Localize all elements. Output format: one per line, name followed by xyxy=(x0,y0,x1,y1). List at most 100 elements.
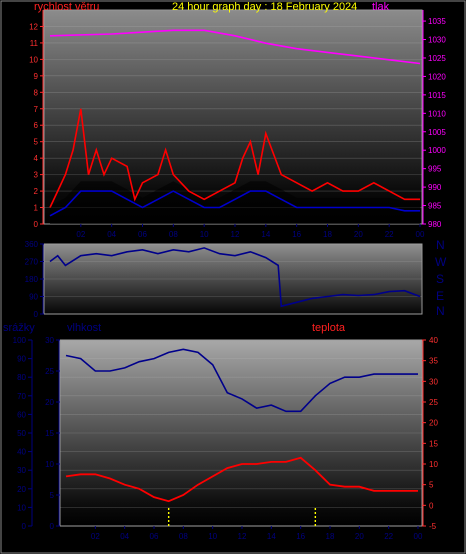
humidity-tick-label: 30 xyxy=(45,336,54,345)
humidity-tick-label: 0 xyxy=(50,522,55,531)
humidity-tick-label: 5 xyxy=(50,491,55,500)
chart-title: 24 hour graph day : 18 February 2024 xyxy=(172,1,358,13)
wind-x-tick-label: 02 xyxy=(76,230,85,239)
wind-tick-label: 11 xyxy=(30,39,39,48)
temperature-tick-label: 30 xyxy=(429,377,438,386)
bottom-x-tick-label: 12 xyxy=(238,532,247,541)
rain-tick-label: 20 xyxy=(17,485,26,494)
pressure-tick-label: 1020 xyxy=(428,72,446,81)
rain-tick-label: 0 xyxy=(22,522,27,531)
temperature-tick-label: -5 xyxy=(429,522,437,531)
rain-tick-label: 100 xyxy=(13,336,27,345)
bottom-x-tick-label: 06 xyxy=(150,532,159,541)
bottom-x-tick-label: 08 xyxy=(179,532,188,541)
wind-x-tick-label: 14 xyxy=(261,230,270,239)
wind-tick-label: 0 xyxy=(34,220,39,229)
pressure-tick-label: 1030 xyxy=(428,36,446,45)
bottom-x-tick-label: 02 xyxy=(91,532,100,541)
wind-tick-label: 10 xyxy=(29,55,38,64)
temperature-label: teplota xyxy=(312,322,346,334)
temperature-tick-label: 10 xyxy=(429,460,438,469)
rain-label: srážky xyxy=(3,322,35,334)
humidity-line xyxy=(65,348,418,413)
wind-x-tick-label: 04 xyxy=(107,230,116,239)
wind-x-tick-label: 18 xyxy=(323,230,332,239)
wind-avg-line xyxy=(49,190,420,217)
bottom-x-tick-label: 22 xyxy=(384,532,393,541)
humidity-tick-label: 25 xyxy=(45,367,54,376)
pressure-tick-label: 985 xyxy=(428,202,442,211)
wind-x-tick-label: 16 xyxy=(292,230,301,239)
compass-n-top: N xyxy=(436,238,445,252)
temperature-tick-label: 20 xyxy=(429,419,438,428)
wind-direction-line xyxy=(49,247,421,308)
direction-tick-label: 90 xyxy=(29,293,38,302)
bottom-x-tick-label: 10 xyxy=(208,532,217,541)
compass-n-bottom: N xyxy=(436,304,445,318)
temperature-tick-label: 35 xyxy=(429,357,438,366)
pressure-label: tlak xyxy=(372,1,390,13)
wind-tick-label: 12 xyxy=(29,22,38,31)
wind-tick-label: 3 xyxy=(34,171,39,180)
pressure-tick-label: 1015 xyxy=(428,91,446,100)
temperature-tick-label: 5 xyxy=(429,481,434,490)
wind-tick-label: 9 xyxy=(34,72,39,81)
humidity-plot-area xyxy=(59,339,423,527)
wind-tick-label: 8 xyxy=(34,88,39,97)
wind-avg-area xyxy=(50,181,420,224)
direction-tick-label: 180 xyxy=(25,275,39,284)
wind-x-tick-label: 12 xyxy=(231,230,240,239)
pressure-tick-label: 1005 xyxy=(428,128,446,137)
temperature-line xyxy=(65,456,418,503)
compass-e: E xyxy=(436,289,445,303)
rain-tick-label: 30 xyxy=(17,466,26,475)
wind-tick-label: 7 xyxy=(34,105,39,114)
humidity-tick-label: 20 xyxy=(45,398,54,407)
direction-tick-label: 0 xyxy=(34,310,39,319)
rain-tick-label: 70 xyxy=(17,392,26,401)
temperature-tick-label: 40 xyxy=(429,336,438,345)
wind-x-tick-label: 10 xyxy=(200,230,209,239)
humidity-label: vlhkost xyxy=(67,322,102,334)
rain-tick-label: 10 xyxy=(17,503,26,512)
bottom-x-tick-label: 00 xyxy=(414,532,423,541)
pressure-tick-label: 1000 xyxy=(428,146,446,155)
pressure-tick-label: 990 xyxy=(428,183,442,192)
pressure-tick-label: 980 xyxy=(428,220,442,229)
pressure-tick-label: 1025 xyxy=(428,54,446,63)
humidity-tick-label: 10 xyxy=(45,460,54,469)
wind-tick-label: 4 xyxy=(34,154,39,163)
wind-x-tick-label: 08 xyxy=(169,230,178,239)
wind-x-tick-label: 20 xyxy=(354,230,363,239)
pressure-tick-label: 1010 xyxy=(428,109,446,118)
wind-gust-line xyxy=(49,108,420,208)
pressure-tick-label: 1035 xyxy=(428,17,446,26)
wind-speed-label: rychlost větru xyxy=(34,1,100,13)
bottom-x-tick-label: 18 xyxy=(326,532,335,541)
rain-tick-label: 60 xyxy=(17,410,26,419)
bottom-x-tick-label: 16 xyxy=(296,532,305,541)
humidity-tick-label: 15 xyxy=(45,429,54,438)
wind-x-tick-label: 06 xyxy=(138,230,147,239)
compass-w: W xyxy=(435,255,447,269)
rain-tick-label: 90 xyxy=(17,355,26,364)
rain-tick-label: 80 xyxy=(17,373,26,382)
wind-x-tick-label: 00 xyxy=(416,230,425,239)
rain-tick-label: 50 xyxy=(17,429,26,438)
compass-s: S xyxy=(436,272,445,286)
pressure-line xyxy=(49,29,421,65)
bottom-x-tick-label: 20 xyxy=(355,532,364,541)
wind-x-tick-label: 22 xyxy=(385,230,394,239)
direction-tick-label: 270 xyxy=(25,258,39,267)
direction-tick-label: 360 xyxy=(25,240,39,249)
temperature-tick-label: 0 xyxy=(429,501,434,510)
rain-tick-label: 40 xyxy=(17,448,26,457)
wind-tick-label: 1 xyxy=(34,204,39,213)
bottom-x-tick-label: 14 xyxy=(267,532,276,541)
temperature-tick-label: 15 xyxy=(429,439,438,448)
pressure-tick-label: 995 xyxy=(428,165,442,174)
wind-tick-label: 6 xyxy=(34,121,39,130)
